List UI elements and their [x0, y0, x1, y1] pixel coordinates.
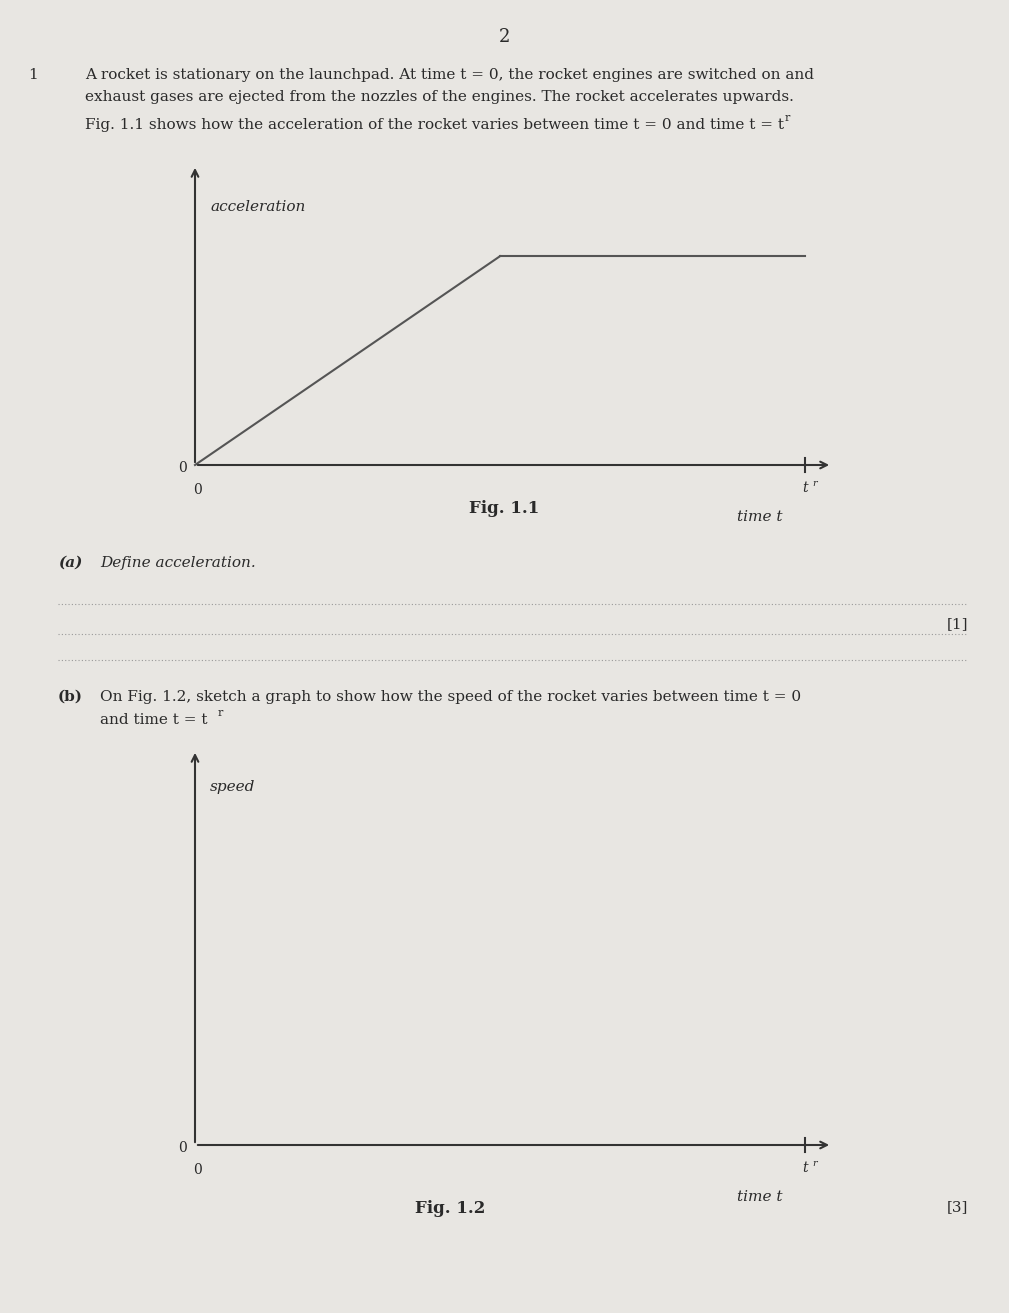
Text: acceleration: acceleration	[210, 200, 306, 214]
Text: 0: 0	[193, 1163, 202, 1176]
Text: Fig. 1.2: Fig. 1.2	[415, 1200, 485, 1217]
Text: [3]: [3]	[946, 1200, 968, 1215]
Text: r: r	[785, 113, 790, 123]
Text: 0: 0	[193, 483, 202, 498]
Text: t: t	[802, 481, 808, 495]
Text: t: t	[802, 1161, 808, 1175]
Text: and time t = t: and time t = t	[100, 713, 208, 727]
Text: [1]: [1]	[946, 617, 968, 632]
Text: Fig. 1.1 shows how the acceleration of the rocket varies between time t = 0 and : Fig. 1.1 shows how the acceleration of t…	[85, 118, 784, 133]
Text: exhaust gases are ejected from the nozzles of the engines. The rocket accelerate: exhaust gases are ejected from the nozzl…	[85, 91, 794, 104]
Text: time t: time t	[738, 1190, 783, 1204]
Text: 0: 0	[179, 1141, 187, 1155]
Text: Fig. 1.1: Fig. 1.1	[469, 500, 539, 517]
Text: time t: time t	[738, 509, 783, 524]
Text: Define acceleration.: Define acceleration.	[100, 555, 255, 570]
Text: A rocket is stationary on the launchpad. At time t = 0, the rocket engines are s: A rocket is stationary on the launchpad.…	[85, 68, 814, 81]
Text: (b): (b)	[58, 691, 83, 704]
Text: r: r	[812, 479, 816, 488]
Text: 0: 0	[179, 461, 187, 475]
Text: r: r	[812, 1159, 816, 1169]
Text: 1: 1	[28, 68, 37, 81]
Text: r: r	[218, 708, 223, 718]
Text: (a): (a)	[58, 555, 83, 570]
Text: On Fig. 1.2, sketch a graph to show how the speed of the rocket varies between t: On Fig. 1.2, sketch a graph to show how …	[100, 691, 801, 704]
Text: 2: 2	[498, 28, 510, 46]
Text: speed: speed	[210, 780, 255, 794]
